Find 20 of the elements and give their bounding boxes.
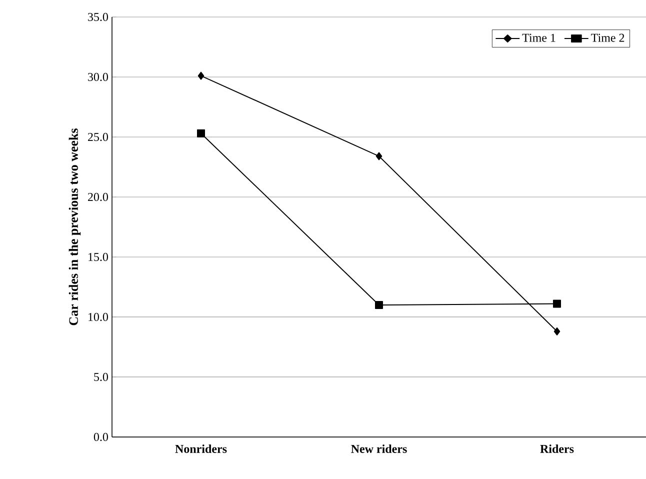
point — [552, 300, 561, 308]
point — [198, 72, 204, 80]
legend-label: Time 1 — [522, 34, 556, 42]
x-tick-label: Riders — [540, 444, 574, 453]
y-tick-label: 20.0 — [88, 192, 108, 202]
y-tick-label: 30.0 — [88, 72, 108, 82]
y-tick-label: 15.0 — [88, 252, 108, 262]
legend-label: Time 2 — [591, 34, 624, 42]
y-axis-title: Car rides in the previous two weeks — [68, 128, 81, 326]
y-tick-label: 25.0 — [88, 132, 108, 142]
point — [375, 300, 383, 309]
point — [376, 152, 382, 160]
x-tick-label: New riders — [351, 444, 407, 453]
y-tick-label: 5.0 — [94, 372, 108, 382]
y-tick-label: 10.0 — [88, 312, 108, 322]
point — [197, 129, 206, 138]
point — [554, 327, 560, 336]
x-tick-label: Nonriders — [175, 444, 227, 453]
y-tick-label: 0.0 — [94, 432, 108, 442]
y-tick-label: 35.0 — [88, 12, 108, 22]
